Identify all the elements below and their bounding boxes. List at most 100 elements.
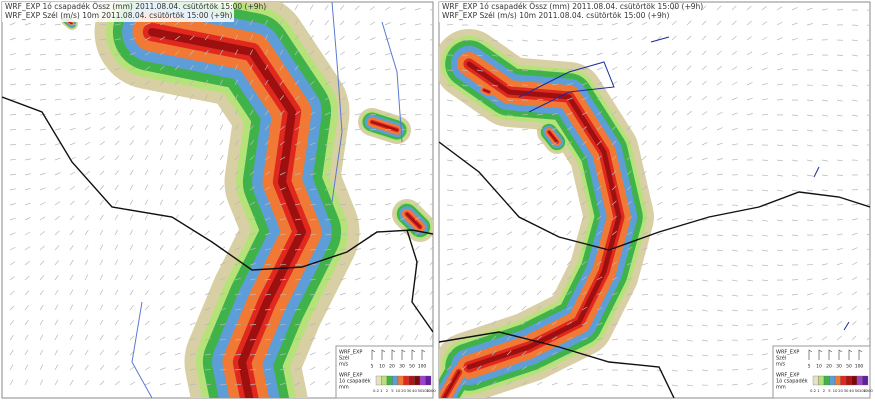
wind-barb-sample <box>411 349 416 360</box>
wind-barb-sample <box>828 349 833 360</box>
precip-tick: 1 <box>817 388 820 393</box>
precip-tick: 100 <box>422 388 430 393</box>
color-swatch <box>397 375 404 386</box>
precip-tick: 40 <box>412 388 417 393</box>
precip-tick: 10 <box>396 388 401 393</box>
legend-box <box>335 345 434 399</box>
country-border <box>439 331 675 398</box>
legend-unit: m/s <box>339 362 349 368</box>
precip-tick: 30 <box>407 388 412 393</box>
color-swatch <box>381 375 388 386</box>
legend-name: Szél <box>339 355 349 362</box>
precip-tick: 0.2 <box>810 388 817 393</box>
wind-barb-sample <box>818 349 823 360</box>
color-swatch <box>845 375 852 386</box>
wind-tick: 100 <box>418 364 427 370</box>
color-swatch <box>386 375 393 386</box>
legend-name: Szél <box>776 355 786 362</box>
color-swatch <box>403 375 410 386</box>
map-area <box>439 5 870 398</box>
precip-tick: 20 <box>401 388 406 393</box>
header-box <box>439 2 671 22</box>
wind-barb-sample <box>391 349 396 360</box>
precip-tick: 2 <box>386 388 389 393</box>
precip-tick: 30 <box>844 388 849 393</box>
header-line: WRF_EXP 1ó csapadék Össz (mm) 2011.08.04… <box>442 2 703 11</box>
legend-title: WRF_EXP <box>339 350 362 356</box>
color-swatch <box>840 375 847 386</box>
precip-area <box>548 131 558 143</box>
legend-title: WRF_EXP <box>776 373 799 379</box>
color-swatch <box>851 375 858 386</box>
precip-area <box>442 370 461 398</box>
color-swatch <box>425 375 432 386</box>
country-border <box>439 141 870 251</box>
wind-tick: 10 <box>379 364 385 370</box>
color-swatch <box>375 375 382 386</box>
color-swatch <box>419 375 426 386</box>
legend-unit: m/s <box>776 362 786 368</box>
wind-tick: 5 <box>371 364 374 370</box>
header-box <box>2 2 234 22</box>
map-area <box>2 2 433 398</box>
map-panel: WRF_EXP 1ó csapadék Össz (mm) 2011.08.04… <box>438 1 873 399</box>
wind-barb-sample <box>421 349 426 360</box>
country-border <box>406 229 433 333</box>
precip-area <box>466 61 622 370</box>
rivers <box>518 36 850 331</box>
color-swatch <box>414 375 421 386</box>
legend-name: 1ó csapadék <box>339 378 371 385</box>
color-swatch <box>829 375 836 386</box>
precip-tick: 50 <box>855 388 860 393</box>
wind-tick: 30 <box>836 364 842 370</box>
wind-barb-sample <box>858 349 863 360</box>
precip-tick: 20 <box>838 388 843 393</box>
precip-tick: 5 <box>828 388 831 393</box>
wind-tick: 10 <box>816 364 822 370</box>
legend-box <box>772 345 871 399</box>
color-swatch <box>812 375 819 386</box>
wind-barb-sample <box>401 349 406 360</box>
color-swatch <box>392 375 399 386</box>
legend-title: WRF_EXP <box>776 350 799 356</box>
rivers <box>131 2 403 398</box>
legend-title: WRF_EXP <box>339 373 362 379</box>
color-swatch <box>818 375 825 386</box>
legend-unit: mm <box>776 385 786 391</box>
precip-tick: 1 <box>380 388 383 393</box>
wind-barb-sample <box>848 349 853 360</box>
wind-barb-sample <box>371 349 376 360</box>
precip-area <box>483 89 490 93</box>
legend-name: 1ó csapadék <box>776 378 808 385</box>
color-swatch <box>856 375 863 386</box>
precip-tick: 1000 <box>426 388 436 393</box>
precip-tick: 0.2 <box>373 388 380 393</box>
wind-tick: 50 <box>846 364 852 370</box>
precip-area <box>371 121 398 131</box>
precip-tick: 50 <box>418 388 423 393</box>
precip-tick: 5 <box>391 388 394 393</box>
header-line: WRF_EXP 1ó csapadék Össz (mm) 2011.08.04… <box>5 2 266 11</box>
map-panel: WRF_EXP 1ó csapadék Össz (mm) 2011.08.04… <box>1 1 436 399</box>
precip-tick: 2 <box>823 388 826 393</box>
precip-tick: 40 <box>849 388 854 393</box>
precip-area <box>147 27 307 398</box>
wind-barb-sample <box>808 349 813 360</box>
wind-tick: 20 <box>826 364 832 370</box>
legend-unit: mm <box>339 385 349 391</box>
color-swatch <box>823 375 830 386</box>
wind-tick: 50 <box>409 364 415 370</box>
precip-tick: 10 <box>833 388 838 393</box>
wind-tick: 5 <box>808 364 811 370</box>
wind-tick: 20 <box>389 364 395 370</box>
header-line: WRF_EXP Szél (m/s) 10m 2011.08.04. csütö… <box>5 11 233 20</box>
wind-tick: 30 <box>399 364 405 370</box>
precip-area <box>405 212 422 229</box>
country-border <box>2 96 433 271</box>
wind-tick: 100 <box>855 364 864 370</box>
wind-barb-sample <box>838 349 843 360</box>
precip-tick: 1000 <box>863 388 873 393</box>
